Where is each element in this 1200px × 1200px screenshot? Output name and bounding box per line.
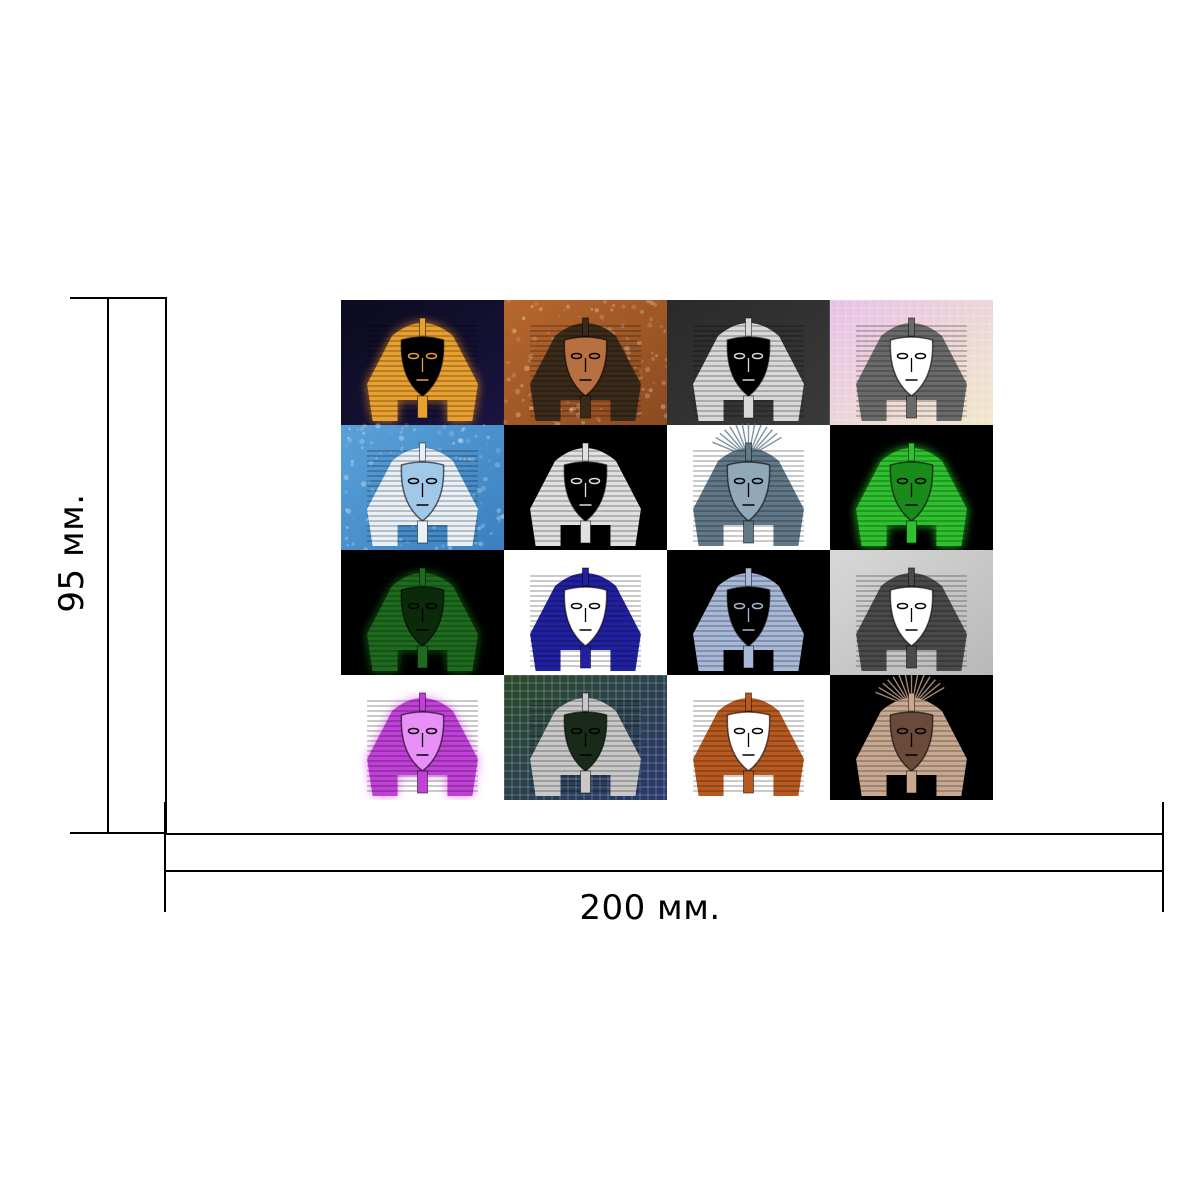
pharaoh-tile: [502, 300, 670, 428]
pharaoh-tile: [341, 675, 505, 800]
pharaoh-tile: [667, 550, 831, 676]
pharaoh-tile: [830, 550, 993, 676]
pharaoh-tile: [504, 425, 668, 551]
pharaoh-tile: [829, 300, 993, 426]
height-label: 95 мм.: [52, 493, 92, 613]
pharaoh-tile: [341, 422, 506, 552]
pharaoh-tile: [341, 300, 505, 426]
pharaoh-tile: [667, 300, 831, 426]
pharaoh-tile: [667, 423, 831, 551]
pharaoh-tile: [341, 550, 505, 676]
pharaoh-tile: [503, 674, 668, 800]
pharaoh-mosaic-artwork: [341, 300, 993, 800]
width-label: 200 мм.: [579, 888, 721, 928]
pharaoh-tile: [830, 425, 993, 551]
pharaoh-tile: [667, 675, 831, 800]
pharaoh-tile: [504, 550, 668, 676]
pharaoh-tile: [830, 673, 993, 800]
